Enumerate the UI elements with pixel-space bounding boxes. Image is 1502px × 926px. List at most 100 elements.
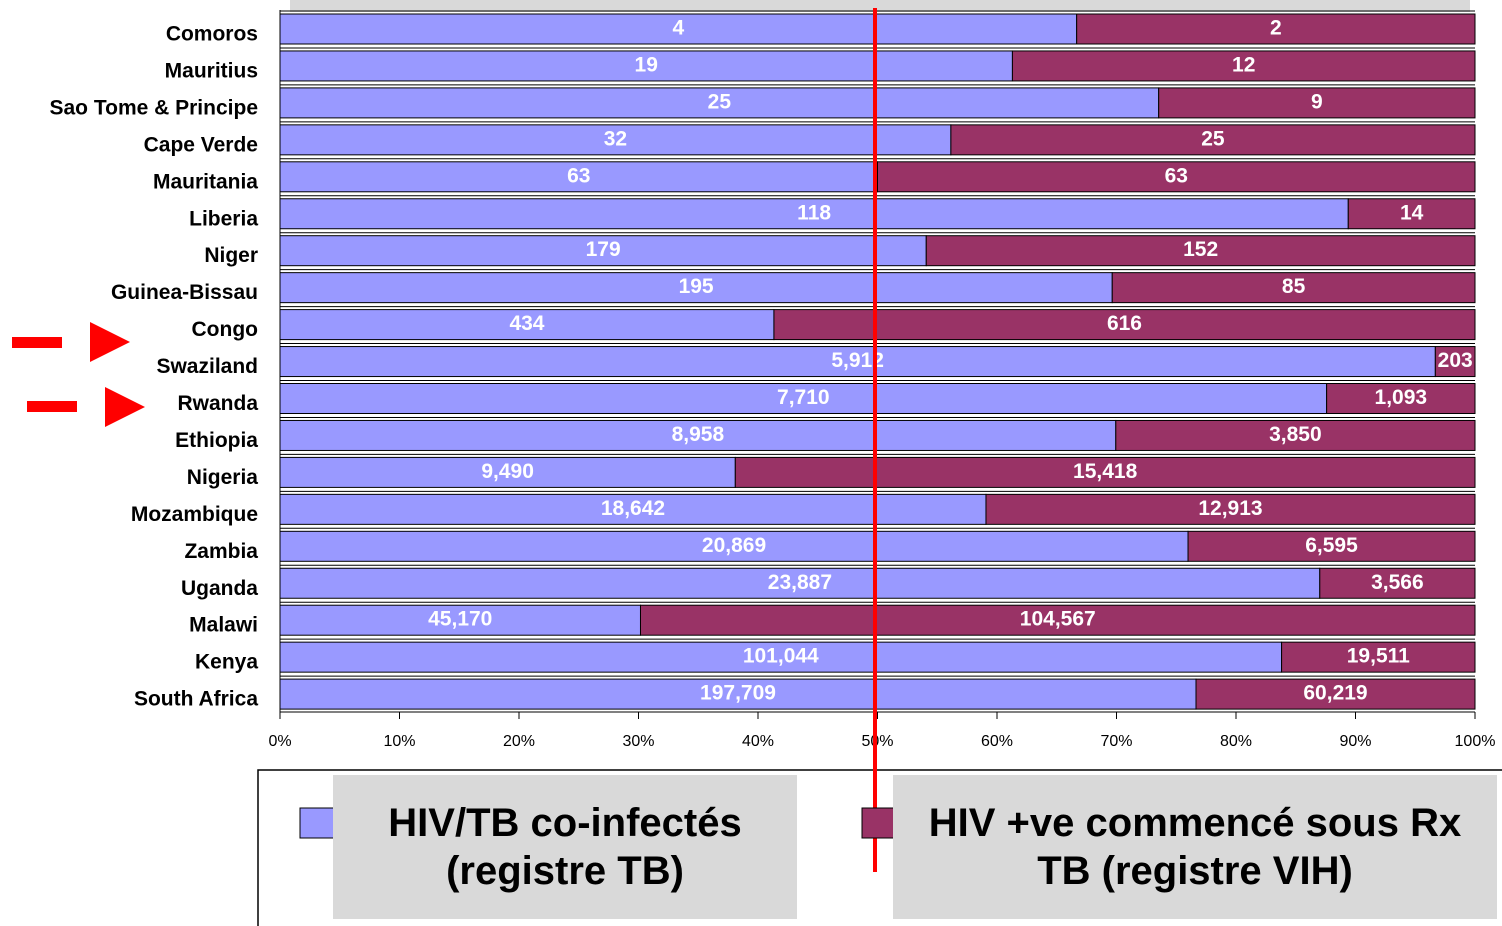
value-label: 25 <box>708 90 732 113</box>
bar-segment <box>1115 419 1476 451</box>
category-label: Liberia <box>189 207 258 230</box>
bar-segment <box>1076 13 1476 45</box>
plot-top-band <box>290 0 1470 12</box>
arrow-dash <box>27 401 77 412</box>
bar-segment <box>985 493 1476 525</box>
bar-segment <box>279 235 927 267</box>
category-label: Swaziland <box>156 355 258 378</box>
value-label: 118 <box>797 201 831 224</box>
x-tick-label: 60% <box>981 733 1013 750</box>
bar-segment <box>1158 87 1476 119</box>
value-label: 14 <box>1400 201 1424 224</box>
bar-segment <box>1111 272 1476 304</box>
bar-segment <box>279 272 1113 304</box>
bar-segment <box>925 235 1476 267</box>
value-label: 195 <box>679 275 714 298</box>
bar-segment <box>279 161 878 193</box>
value-label: 3,566 <box>1371 571 1424 594</box>
bar-segment <box>279 567 1321 599</box>
value-label: 9 <box>1311 90 1323 113</box>
value-label: 85 <box>1282 275 1306 298</box>
arrow-head <box>90 322 130 362</box>
bar-segment <box>279 124 952 156</box>
bar-segment <box>279 641 1283 673</box>
x-tick-label: 90% <box>1339 733 1371 750</box>
value-label: 179 <box>586 238 621 261</box>
bar-segment <box>950 124 1476 156</box>
category-label: Rwanda <box>177 392 258 415</box>
bar-segment <box>279 50 1013 82</box>
category-label: Congo <box>192 318 258 341</box>
category-label: Sao Tome & Principe <box>50 96 259 119</box>
bar-segment <box>279 383 1328 414</box>
value-label: 15,418 <box>1073 460 1138 483</box>
bar-segment <box>1187 530 1476 562</box>
bar-segment <box>734 456 1476 488</box>
bar-segment <box>279 13 1078 45</box>
bar-segment <box>279 493 987 525</box>
x-tick-label: 50% <box>861 733 893 750</box>
category-label: Comoros <box>166 23 258 46</box>
bar-segment <box>773 309 1476 341</box>
x-tick-label: 0% <box>268 733 291 750</box>
value-label: 1,093 <box>1375 386 1428 409</box>
category-label: Kenya <box>195 651 258 674</box>
category-label: Uganda <box>181 577 258 600</box>
arrow-head <box>105 387 145 427</box>
bar-segment <box>1281 641 1476 673</box>
value-label: 19 <box>635 53 658 76</box>
bar-segment <box>1011 50 1476 82</box>
bar-segment <box>1434 346 1476 378</box>
bar-segment <box>1326 383 1476 414</box>
category-label: Malawi <box>189 614 258 637</box>
bar-segment <box>1347 198 1476 230</box>
value-label: 18,642 <box>601 497 665 520</box>
bar-segment <box>279 456 736 488</box>
legend-swatch <box>299 807 339 839</box>
value-label: 434 <box>509 312 544 335</box>
x-tick-label: 70% <box>1100 733 1132 750</box>
value-label: 101,044 <box>743 645 819 668</box>
value-label: 19,511 <box>1347 645 1410 668</box>
value-label: 104,567 <box>1020 608 1096 631</box>
value-label: 8,958 <box>672 423 725 446</box>
bar-segment <box>279 678 1197 710</box>
bar-segment <box>279 530 1189 562</box>
category-label: Mozambique <box>131 503 258 526</box>
value-label: 20,869 <box>702 534 766 557</box>
value-label: 12 <box>1232 53 1255 76</box>
value-label: 3,850 <box>1269 423 1322 446</box>
value-label: 45,170 <box>428 608 492 631</box>
x-tick-label: 100% <box>1455 733 1496 750</box>
value-label: 5,912 <box>831 349 884 372</box>
x-tick-label: 80% <box>1220 733 1252 750</box>
value-label: 7,710 <box>777 386 830 409</box>
x-tick-label: 40% <box>742 733 774 750</box>
bar-segment <box>1195 678 1476 710</box>
bar-segment <box>279 309 775 341</box>
legend-label: HIV/TB co-infectés (registre TB) <box>333 775 797 919</box>
category-label: Ethiopia <box>175 429 258 452</box>
value-label: 4 <box>672 17 684 40</box>
arrow-dash <box>12 337 62 348</box>
bar-segment <box>279 346 1436 378</box>
bar-segment <box>1319 567 1476 599</box>
value-label: 203 <box>1438 349 1473 372</box>
value-label: 12,913 <box>1198 497 1262 520</box>
value-label: 63 <box>567 164 590 187</box>
x-tick-label: 30% <box>622 733 654 750</box>
category-label: Mauritius <box>165 59 258 82</box>
value-label: 63 <box>1165 164 1188 187</box>
x-tick-label: 20% <box>503 733 535 750</box>
bar-segment <box>279 419 1117 451</box>
category-label: Cape Verde <box>144 133 258 156</box>
value-label: 23,887 <box>768 571 832 594</box>
x-tick-label: 10% <box>383 733 415 750</box>
value-label: 197,709 <box>700 682 776 705</box>
bar-segment <box>877 161 1476 193</box>
value-label: 2 <box>1270 17 1282 40</box>
legend-label: HIV +ve commencé sous Rx TB (registre VI… <box>893 775 1497 919</box>
value-label: 616 <box>1107 312 1142 335</box>
category-label: Nigeria <box>187 466 259 489</box>
